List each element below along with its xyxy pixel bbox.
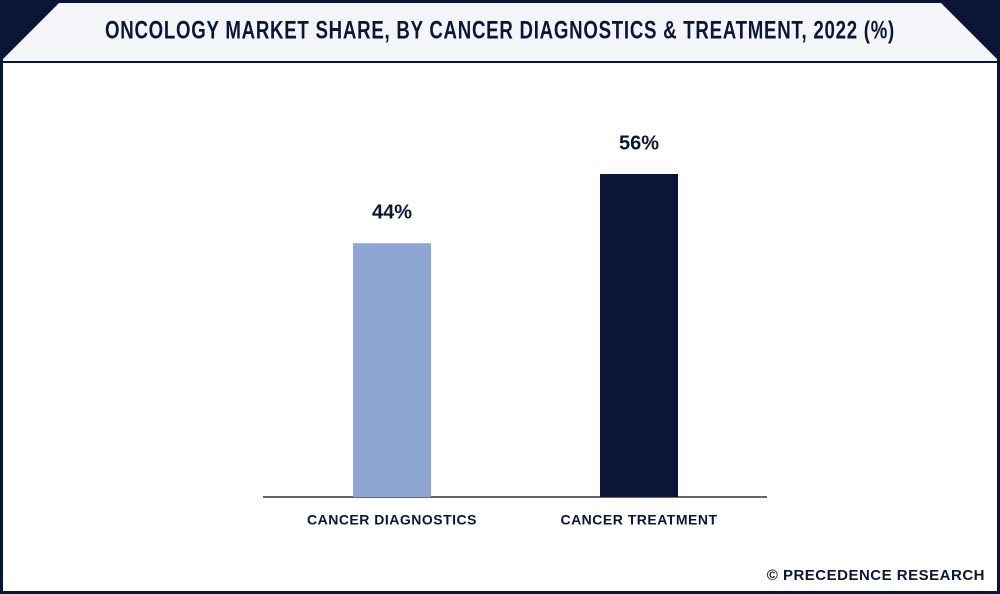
bar — [600, 174, 678, 497]
source: © PRECEDENCE RESEARCH — [767, 567, 985, 584]
value-label: 44% — [372, 201, 412, 223]
value-label: 56% — [619, 132, 659, 154]
corner-left — [0, 0, 62, 62]
title-banner — [3, 3, 997, 61]
chart-title: ONCOLOGY MARKET SHARE, BY CANCER DIAGNOS… — [105, 17, 895, 45]
bar — [353, 243, 431, 497]
corner-right — [938, 0, 1000, 62]
x-tick-label: CANCER DIAGNOSTICS — [307, 512, 477, 528]
x-tick-label: CANCER TREATMENT — [560, 512, 717, 528]
